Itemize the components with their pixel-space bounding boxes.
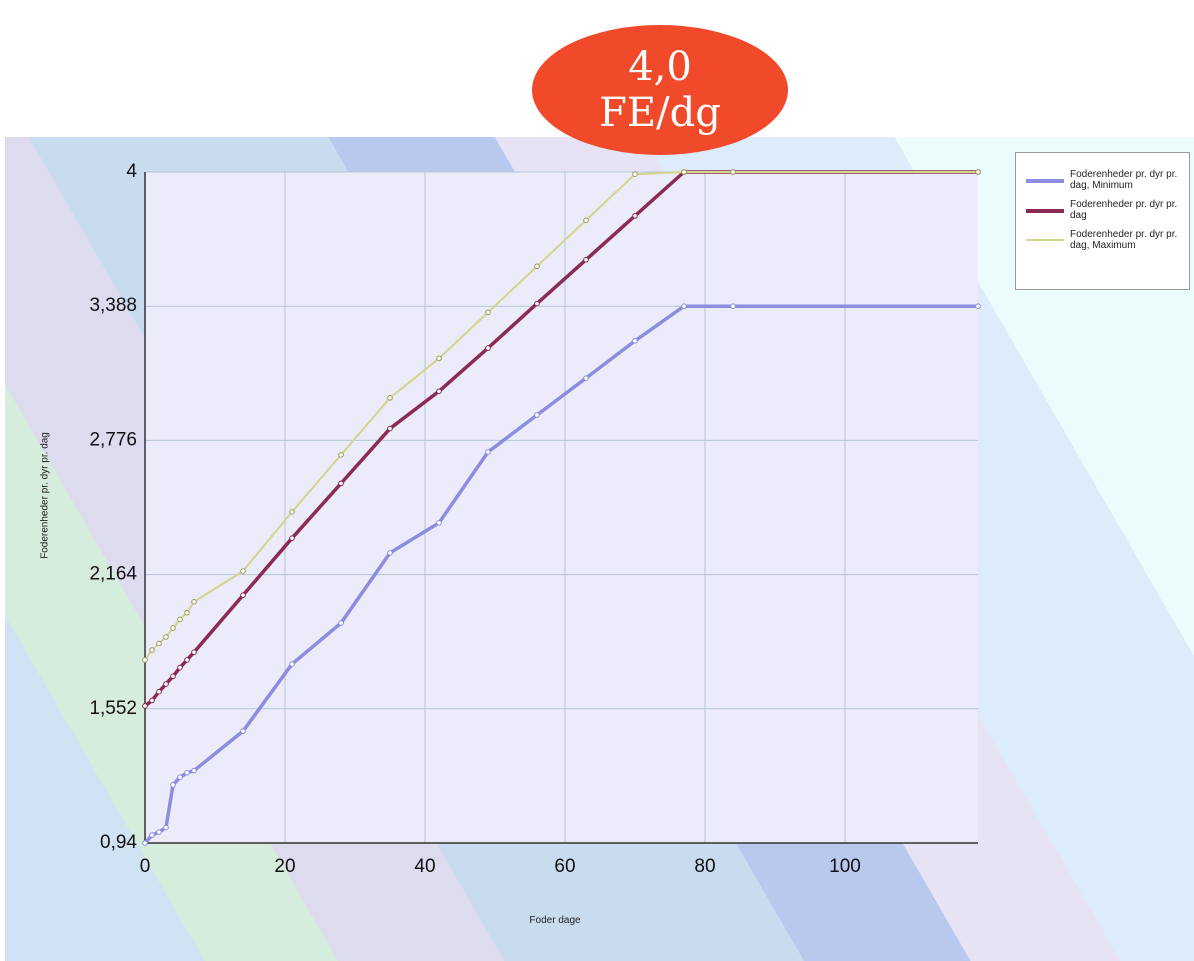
- point-marker: [149, 832, 155, 838]
- legend-label: Foderenheder pr. dyr pr. dag: [1070, 199, 1178, 221]
- legend: Foderenheder pr. dyr pr. dag, Minimum Fod…: [1015, 152, 1190, 290]
- x-tick-label: 0: [140, 856, 151, 877]
- point-marker: [142, 703, 148, 709]
- legend-swatch: [1026, 209, 1064, 213]
- point-marker: [240, 592, 246, 599]
- point-marker: [163, 634, 169, 640]
- legend-label: Foderenheder pr. dyr pr. dag, Minimum: [1070, 169, 1178, 191]
- point-marker: [289, 509, 295, 515]
- point-marker: [184, 770, 190, 776]
- point-marker: [730, 303, 736, 310]
- point-marker: [681, 169, 687, 175]
- point-marker: [583, 217, 589, 224]
- point-marker: [338, 620, 344, 626]
- x-tick-label: 60: [554, 856, 575, 877]
- point-marker: [730, 169, 736, 175]
- plot-area: [145, 172, 978, 843]
- y-axis-label: Foderenheder pr. dyr pr. dag: [39, 432, 51, 559]
- y-tick-label: 2,164: [89, 564, 137, 585]
- y-tick-label: 3,388: [89, 295, 137, 316]
- legend-swatch: [1026, 239, 1064, 241]
- point-marker: [583, 256, 589, 263]
- annotation-line: FE/dg: [599, 90, 721, 136]
- point-marker: [170, 625, 176, 631]
- x-tick-label: 20: [274, 856, 295, 877]
- point-marker: [485, 449, 491, 455]
- y-tick-label: 4: [126, 161, 137, 182]
- point-marker: [632, 338, 638, 344]
- point-marker: [436, 388, 442, 395]
- series-line: [143, 304, 978, 845]
- point-marker: [975, 303, 981, 310]
- point-marker: [681, 303, 687, 310]
- point-marker: [142, 657, 148, 663]
- x-tick-label: 40: [414, 856, 435, 877]
- legend-label: Foderenheder pr. dyr pr. dag, Maximum: [1070, 229, 1178, 251]
- point-marker: [534, 300, 540, 307]
- point-marker: [485, 345, 491, 351]
- point-marker: [485, 309, 491, 316]
- point-marker: [387, 425, 393, 432]
- point-marker: [387, 550, 393, 556]
- y-tick-label: 1,552: [89, 698, 137, 719]
- point-marker: [163, 681, 169, 687]
- point-marker: [975, 169, 981, 175]
- point-marker: [149, 647, 155, 653]
- point-marker: [170, 673, 176, 680]
- point-marker: [583, 375, 589, 381]
- point-marker: [436, 355, 442, 362]
- point-marker: [184, 657, 190, 663]
- point-marker: [289, 661, 295, 667]
- point-marker: [240, 568, 246, 574]
- x-tick-label: 80: [694, 856, 715, 877]
- point-marker: [177, 616, 183, 623]
- point-marker: [338, 452, 344, 458]
- point-marker: [156, 829, 162, 835]
- point-marker: [156, 640, 162, 647]
- point-marker: [170, 782, 176, 788]
- annotation-line: 4,0: [628, 44, 692, 90]
- point-marker: [534, 412, 540, 418]
- point-marker: [191, 767, 197, 774]
- point-marker: [149, 697, 155, 704]
- point-marker: [191, 649, 197, 656]
- annotation: 4,0 FE/dg: [532, 25, 788, 155]
- x-axis-label: Foder dage: [529, 915, 581, 926]
- point-marker: [632, 213, 638, 219]
- point-marker: [289, 535, 295, 541]
- point-marker: [163, 824, 169, 831]
- point-marker: [177, 774, 183, 781]
- point-marker: [240, 728, 246, 734]
- point-marker: [184, 609, 190, 616]
- point-marker: [191, 598, 197, 605]
- legend-swatch: [1026, 179, 1064, 183]
- y-tick-label: 2,776: [89, 429, 137, 450]
- point-marker: [387, 395, 393, 401]
- point-marker: [632, 171, 638, 177]
- point-marker: [436, 520, 442, 526]
- point-marker: [177, 664, 183, 671]
- point-marker: [534, 263, 540, 270]
- point-marker: [156, 688, 162, 695]
- point-marker: [338, 480, 344, 487]
- x-tick-label: 100: [829, 856, 861, 877]
- point-marker: [142, 840, 148, 846]
- y-tick-label: 0,94: [100, 832, 137, 853]
